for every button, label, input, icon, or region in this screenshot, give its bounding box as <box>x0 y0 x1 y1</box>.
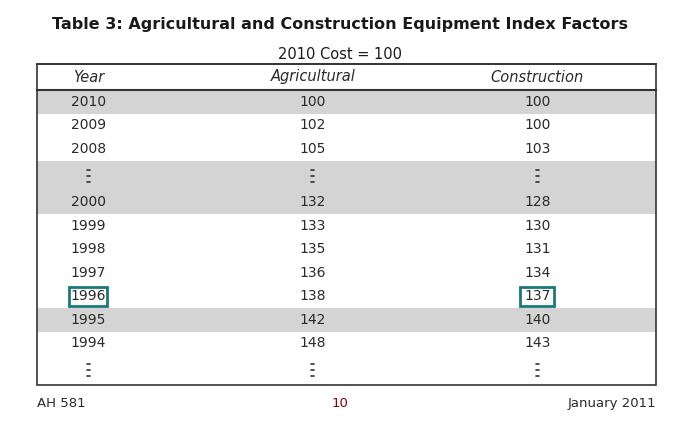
Bar <box>37 308 656 332</box>
Text: Table 3: Agricultural and Construction Equipment Index Factors: Table 3: Agricultural and Construction E… <box>52 17 628 32</box>
Bar <box>37 238 656 261</box>
Text: January 2011: January 2011 <box>568 397 656 410</box>
Bar <box>37 284 656 308</box>
Bar <box>37 114 656 137</box>
Text: 132: 132 <box>300 195 326 209</box>
Bar <box>37 64 656 90</box>
Text: 1995: 1995 <box>71 313 106 327</box>
Bar <box>37 64 656 385</box>
Bar <box>520 287 554 306</box>
Text: 100: 100 <box>300 95 326 109</box>
Text: 148: 148 <box>300 336 326 350</box>
Bar <box>37 160 656 190</box>
Text: 142: 142 <box>300 313 326 327</box>
Text: 102: 102 <box>300 118 326 132</box>
Text: 100: 100 <box>524 118 550 132</box>
Text: 100: 100 <box>524 95 550 109</box>
Bar <box>37 137 656 160</box>
Text: 134: 134 <box>524 266 550 280</box>
Text: Agricultural: Agricultural <box>271 70 355 84</box>
Text: 130: 130 <box>524 219 550 233</box>
Text: Construction: Construction <box>490 70 584 84</box>
Bar <box>69 287 107 306</box>
Text: AH 581: AH 581 <box>37 397 86 410</box>
Text: 2000: 2000 <box>71 195 106 209</box>
Text: 128: 128 <box>524 195 550 209</box>
Text: 131: 131 <box>524 242 550 256</box>
Text: 10: 10 <box>332 397 348 410</box>
Bar <box>37 261 656 284</box>
Bar <box>37 214 656 238</box>
Bar <box>37 355 656 385</box>
Text: 1998: 1998 <box>71 242 106 256</box>
Text: 105: 105 <box>300 142 326 156</box>
Text: 1996: 1996 <box>71 289 106 303</box>
Text: 1999: 1999 <box>71 219 106 233</box>
Text: 135: 135 <box>300 242 326 256</box>
Text: 2010 Cost = 100: 2010 Cost = 100 <box>278 47 402 62</box>
Bar <box>37 190 656 214</box>
Text: 133: 133 <box>300 219 326 233</box>
Text: Year: Year <box>73 70 104 84</box>
Text: 2008: 2008 <box>71 142 106 156</box>
Text: 1994: 1994 <box>71 336 106 350</box>
Bar <box>37 332 656 355</box>
Bar <box>37 90 656 114</box>
Text: 138: 138 <box>300 289 326 303</box>
Text: 140: 140 <box>524 313 550 327</box>
Text: 2009: 2009 <box>71 118 106 132</box>
Text: 1997: 1997 <box>71 266 106 280</box>
Text: 136: 136 <box>300 266 326 280</box>
Text: 103: 103 <box>524 142 550 156</box>
Text: 137: 137 <box>524 289 550 303</box>
Text: 2010: 2010 <box>71 95 106 109</box>
Text: 143: 143 <box>524 336 550 350</box>
